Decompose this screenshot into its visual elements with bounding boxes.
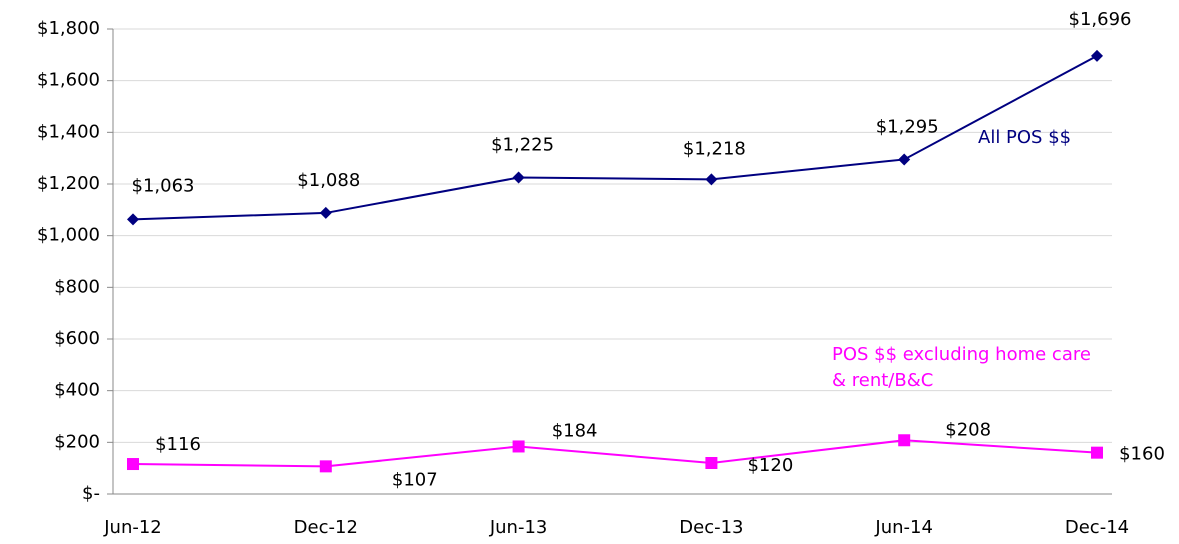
data-point bbox=[1091, 49, 1103, 62]
x-tick-label: Dec-14 bbox=[1065, 517, 1129, 538]
data-point bbox=[512, 171, 525, 184]
data-label: $120 bbox=[747, 455, 793, 476]
y-tick-label: $200 bbox=[54, 431, 100, 452]
x-tick-label: Dec-12 bbox=[294, 517, 358, 538]
data-point bbox=[1091, 446, 1103, 459]
data-point bbox=[127, 213, 139, 226]
y-tick-label: $800 bbox=[54, 276, 100, 297]
data-label: $1,225 bbox=[491, 135, 554, 156]
y-tick-label: $1,400 bbox=[37, 121, 100, 142]
y-tick-label: $1,600 bbox=[37, 70, 100, 91]
data-label: $1,696 bbox=[1069, 9, 1132, 30]
series-label: POS $$ excluding home care & rent/B&C bbox=[832, 344, 1091, 391]
data-label: $107 bbox=[392, 469, 438, 490]
x-tick-label: Jun-12 bbox=[103, 517, 162, 538]
data-point bbox=[319, 206, 332, 219]
data-point bbox=[898, 153, 911, 166]
y-tick-label: $1,800 bbox=[37, 18, 100, 39]
y-tick-label: $- bbox=[82, 483, 100, 504]
series-line bbox=[132, 439, 1098, 468]
data-label: $160 bbox=[1119, 444, 1165, 465]
y-tick-label: $400 bbox=[54, 380, 100, 401]
data-point bbox=[319, 460, 332, 473]
x-tick-label: Dec-13 bbox=[679, 517, 743, 538]
data-label: $116 bbox=[155, 434, 201, 455]
data-point bbox=[898, 434, 911, 447]
y-tick-label: $600 bbox=[54, 328, 100, 349]
y-tick-label: $1,000 bbox=[37, 225, 100, 246]
data-label: $1,295 bbox=[876, 116, 939, 137]
data-label: $1,063 bbox=[132, 175, 195, 196]
data-label: $208 bbox=[945, 419, 991, 440]
data-point bbox=[705, 173, 718, 186]
data-label: $184 bbox=[552, 420, 598, 441]
data-label: $1,088 bbox=[297, 170, 360, 191]
y-tick-label: $1,200 bbox=[37, 173, 100, 194]
data-label: $1,218 bbox=[683, 138, 746, 159]
series-line bbox=[132, 54, 1098, 221]
data-point bbox=[705, 457, 718, 469]
data-point bbox=[512, 440, 525, 453]
series-label: All POS $$ bbox=[978, 127, 1072, 148]
data-point bbox=[127, 458, 139, 471]
x-tick-label: Jun-14 bbox=[874, 517, 933, 538]
x-tick-label: Jun-13 bbox=[489, 517, 548, 538]
